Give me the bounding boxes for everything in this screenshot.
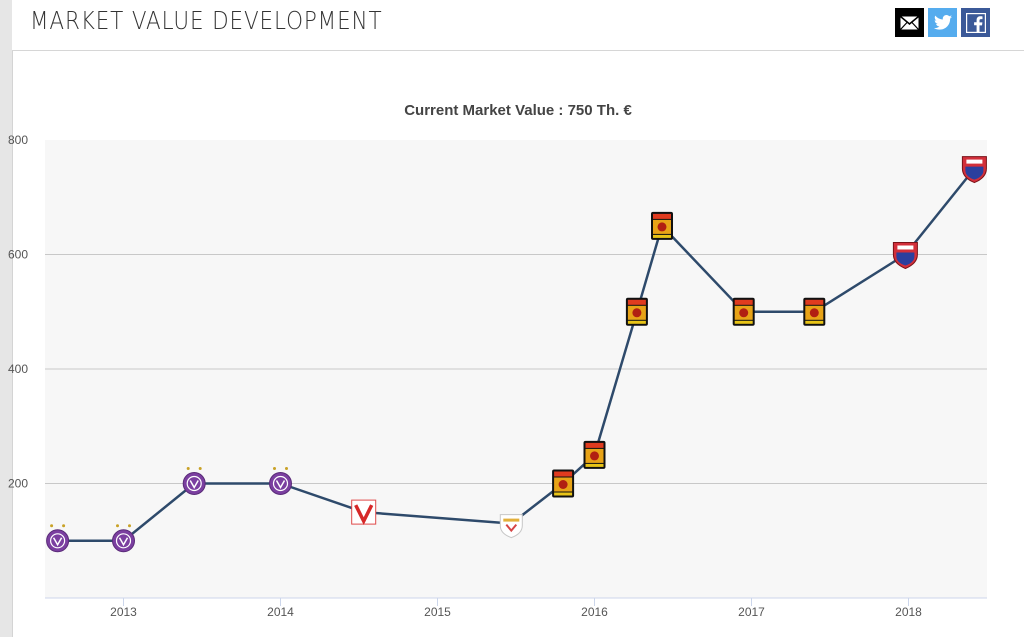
data-point-13 xyxy=(961,156,987,184)
mail-icon xyxy=(900,15,919,30)
twitter-icon xyxy=(933,15,952,30)
data-point-1 xyxy=(112,524,135,553)
x-tick-label-2015: 2015 xyxy=(424,605,451,619)
share-twitter-button[interactable] xyxy=(928,8,957,37)
series-line xyxy=(57,167,976,543)
y-tick-label-800: 800 xyxy=(8,133,28,147)
data-point-7 xyxy=(583,440,606,469)
x-tick-label-2013: 2013 xyxy=(110,605,137,619)
data-point-8 xyxy=(625,297,648,326)
section-title: MARKET VALUE DEVELOPMENT xyxy=(30,6,383,35)
data-point-0 xyxy=(46,524,70,553)
x-tick-label-2017: 2017 xyxy=(738,605,765,619)
data-point-12 xyxy=(892,242,918,270)
y-tick-label-200: 200 xyxy=(8,477,28,491)
facebook-icon xyxy=(965,12,986,33)
data-point-6 xyxy=(552,469,575,498)
data-point-10 xyxy=(732,297,755,326)
left-edge-strip xyxy=(0,0,13,637)
section-header: MARKET VALUE DEVELOPMENT xyxy=(12,0,1024,51)
data-point-4 xyxy=(351,499,377,526)
data-point-2 xyxy=(182,467,206,495)
x-tick-label-2018: 2018 xyxy=(895,605,922,619)
data-point-3 xyxy=(269,467,292,495)
data-point-9 xyxy=(651,211,673,240)
data-point-11 xyxy=(803,297,826,326)
x-tick-label-2016: 2016 xyxy=(581,605,608,619)
share-facebook-button[interactable] xyxy=(961,8,990,37)
y-tick-label-600: 600 xyxy=(8,248,28,262)
data-point-5 xyxy=(499,514,523,539)
x-tick-label-2014: 2014 xyxy=(267,605,294,619)
chart-title: Current Market Value : 750 Th. € xyxy=(404,102,632,119)
y-tick-label-400: 400 xyxy=(8,362,28,376)
share-email-button[interactable] xyxy=(895,8,924,37)
